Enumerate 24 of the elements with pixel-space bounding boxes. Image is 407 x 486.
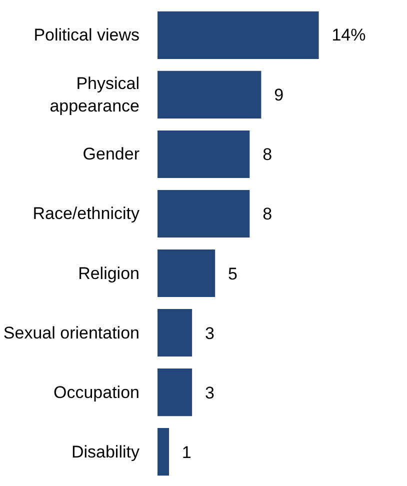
data-label: 3 bbox=[204, 324, 214, 343]
bar bbox=[158, 428, 170, 476]
y-tick-label: Sexual orientation bbox=[3, 323, 140, 342]
data-label: 9 bbox=[274, 86, 284, 105]
bar bbox=[158, 11, 319, 60]
y-tick-label: Gender bbox=[82, 144, 140, 164]
data-label: 8 bbox=[262, 204, 272, 224]
y-tick-label: Political views bbox=[34, 26, 140, 45]
y-tick-label: Race/ethnicity bbox=[32, 204, 140, 224]
bar bbox=[158, 249, 216, 298]
data-label: 8 bbox=[262, 145, 272, 164]
data-label: 3 bbox=[204, 383, 214, 402]
y-tick-label: Physical appearance bbox=[50, 74, 140, 116]
data-label: 5 bbox=[228, 264, 238, 284]
data-label: 1 bbox=[182, 442, 192, 462]
y-tick-label: Religion bbox=[78, 264, 140, 283]
bar bbox=[158, 368, 192, 416]
y-tick-label: Disability bbox=[71, 442, 140, 462]
y-tick-label: Occupation bbox=[54, 382, 140, 402]
data-label: 14% bbox=[332, 26, 366, 45]
bar bbox=[158, 70, 262, 119]
bar bbox=[158, 130, 250, 178]
bar bbox=[158, 308, 192, 357]
bar bbox=[158, 190, 250, 238]
